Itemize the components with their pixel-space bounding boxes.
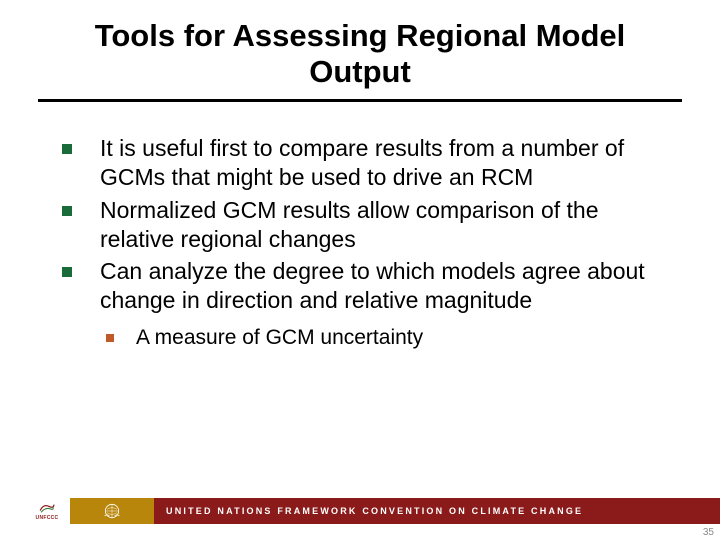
sub-bullet-list: A measure of GCM uncertainty	[106, 325, 662, 351]
square-bullet-icon	[62, 144, 72, 154]
square-bullet-icon	[62, 206, 72, 216]
list-item: Can analyze the degree to which models a…	[58, 257, 662, 315]
footer-text: UNITED NATIONS FRAMEWORK CONVENTION ON C…	[166, 506, 583, 516]
page-number: 35	[703, 527, 714, 538]
bullet-text: Can analyze the degree to which models a…	[100, 257, 662, 315]
sub-bullet-text: A measure of GCM uncertainty	[136, 325, 423, 351]
title-area: Tools for Assessing Regional Model Outpu…	[0, 0, 720, 89]
bullet-text: It is useful first to compare results fr…	[100, 134, 662, 192]
list-item: Normalized GCM results allow comparison …	[58, 196, 662, 254]
slide: Tools for Assessing Regional Model Outpu…	[0, 0, 720, 540]
footer-gold-block	[70, 498, 154, 524]
footer-red-block: UNITED NATIONS FRAMEWORK CONVENTION ON C…	[154, 498, 720, 524]
footer-bar: UNITED NATIONS FRAMEWORK CONVENTION ON C…	[0, 498, 720, 524]
bullet-list: It is useful first to compare results fr…	[58, 134, 662, 315]
square-bullet-icon	[62, 267, 72, 277]
square-bullet-icon	[106, 334, 114, 342]
list-item: It is useful first to compare results fr…	[58, 134, 662, 192]
list-item: A measure of GCM uncertainty	[106, 325, 662, 351]
body-area: It is useful first to compare results fr…	[0, 102, 720, 351]
footer-band: UNITED NATIONS FRAMEWORK CONVENTION ON C…	[70, 498, 720, 524]
bullet-text: Normalized GCM results allow comparison …	[100, 196, 662, 254]
un-emblem-icon	[102, 501, 122, 521]
slide-title: Tools for Assessing Regional Model Outpu…	[60, 18, 660, 89]
